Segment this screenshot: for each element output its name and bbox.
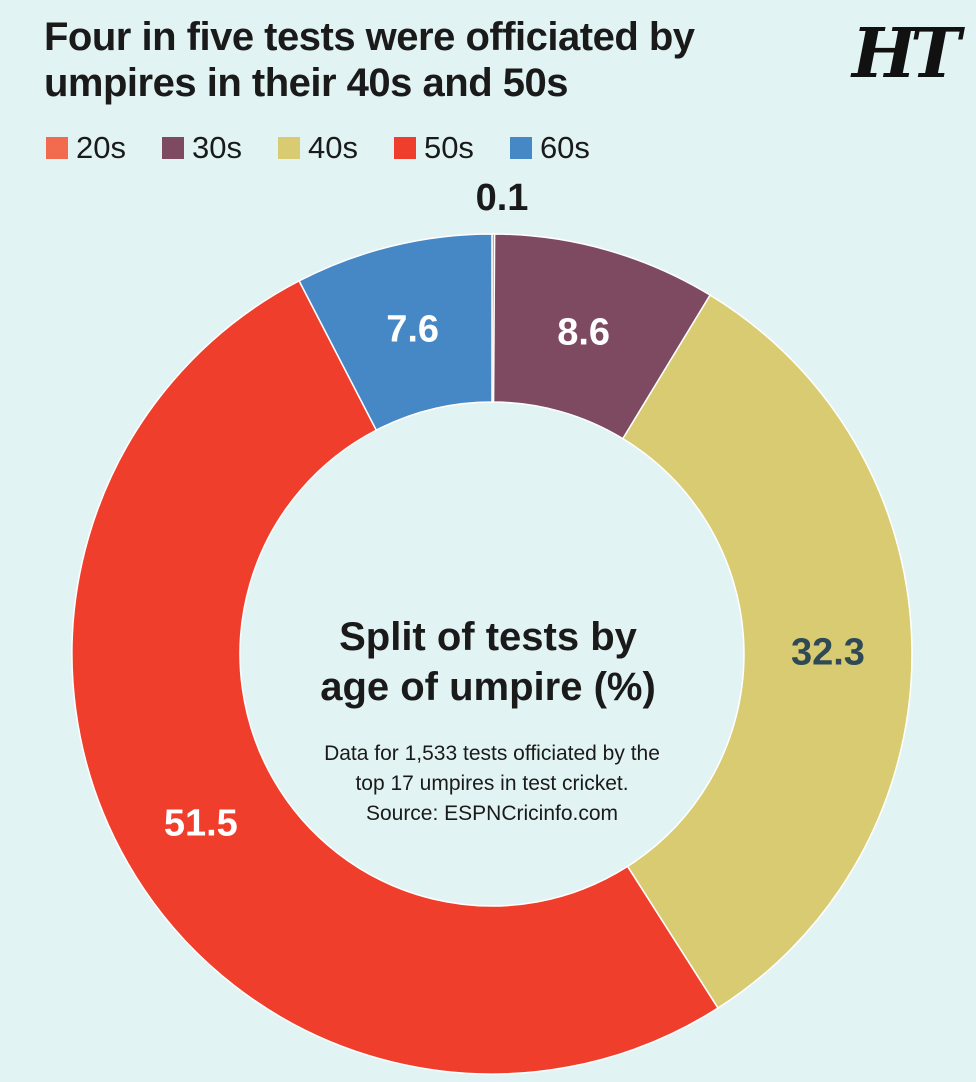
note-line-1: Data for 1,533 tests officiated by the (324, 742, 660, 765)
ht-logo: HT (852, 14, 961, 94)
slice-40s (621, 294, 913, 1010)
legend-item-30s: 30s (161, 130, 242, 166)
legend-item-40s: 40s (277, 130, 358, 166)
slice-60s (298, 233, 493, 432)
legend-label-30s: 30s (191, 130, 242, 165)
slice-label-20s: 0.1 (476, 177, 529, 219)
note-line-2: top 17 umpires in test cricket. (355, 772, 628, 795)
legend-label-60s: 60s (539, 130, 590, 165)
center-title-line-1: Split of tests by (339, 615, 638, 659)
legend-swatch-50s (393, 137, 416, 159)
donut-slices (71, 233, 913, 1075)
slice-label-40s: 32.3 (791, 631, 865, 673)
legend-label-50s: 50s (423, 130, 474, 165)
legend: 20s 30s 40s 50s 60s (46, 130, 590, 166)
slice-label-50s: 51.5 (164, 803, 238, 845)
legend-item-20s: 20s (46, 130, 126, 166)
source-note: Source: ESPNCricinfo.com (366, 802, 618, 825)
legend-label-20s: 20s (76, 130, 126, 165)
slice-label-60s: 7.6 (386, 309, 439, 351)
legend-item-60s: 60s (509, 130, 590, 166)
slice-50s (71, 279, 719, 1075)
chart-title: Four in five tests were officiated by um… (44, 15, 695, 105)
legend-swatch-20s (46, 137, 68, 159)
slice-label-30s: 8.6 (557, 312, 610, 354)
legend-swatch-60s (509, 137, 532, 159)
legend-swatch-30s (161, 137, 184, 159)
center-title-line-2: age of umpire (%) (320, 665, 656, 709)
legend-label-40s: 40s (307, 130, 358, 165)
legend-swatch-40s (277, 137, 300, 159)
slice-labels: 0.1 8.6 32.3 51.5 7.6 (164, 177, 865, 845)
legend-item-50s: 50s (393, 130, 474, 166)
